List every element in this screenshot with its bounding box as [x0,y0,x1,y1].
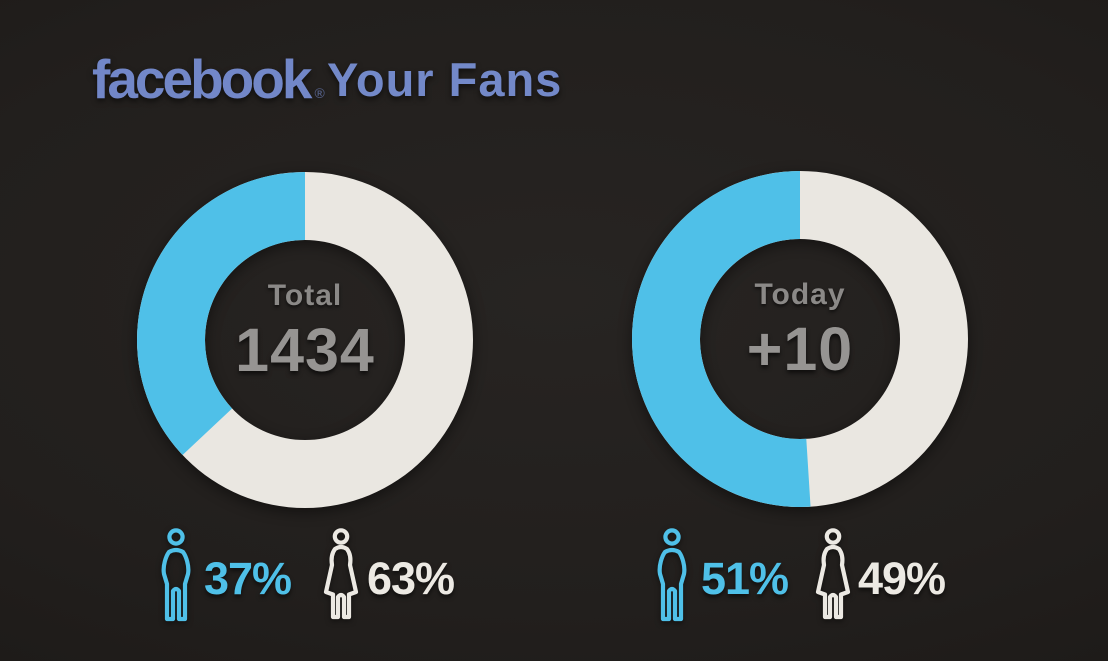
female-percentage: 49% [858,553,946,604]
page-title: Your Fans [327,53,563,106]
male-percentage: 37% [204,553,292,604]
facebook-logo-text: facebook [92,48,312,110]
donut-chart-total: Total 1434 [135,170,475,510]
male-icon [651,527,693,627]
male-percentage: 51% [701,553,789,604]
donut-ring-today [632,171,968,507]
female-icon [812,527,854,627]
facebook-logo: facebook ® [92,52,325,107]
donut-chart-today: Today +10 [630,169,970,509]
male-icon [155,527,197,627]
registered-trademark-icon: ® [314,85,325,101]
donut-ring-total [136,172,473,508]
female-icon [320,527,362,627]
female-percentage: 63% [367,553,455,604]
